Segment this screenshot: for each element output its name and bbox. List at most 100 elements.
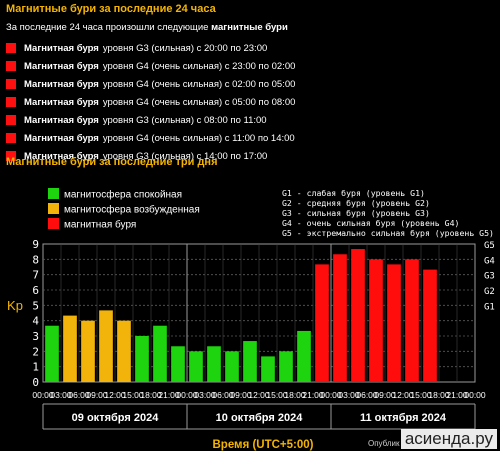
storm-label: Магнитная буря — [24, 132, 99, 144]
day-label: 11 октября 2024 — [360, 412, 447, 424]
kp-bar — [189, 351, 203, 382]
storm-marker-icon — [6, 115, 16, 125]
storm-item: Магнитная буря уровня G3 (сильная) с 14:0… — [6, 147, 295, 165]
kp-bar — [99, 310, 113, 382]
kp-bar — [225, 351, 239, 382]
x-tick-label: 21:00 — [446, 390, 468, 400]
kp-bar — [261, 356, 275, 382]
storm-item: Магнитная буря уровня G3 (сильная) с 08:0… — [6, 111, 295, 129]
storm-marker-icon — [6, 43, 16, 53]
three-day-title: Магнитные бури за последние три дня — [6, 156, 218, 168]
published-label: Опублик — [368, 439, 400, 448]
x-tick-label: 03:00 — [338, 390, 360, 400]
g-legend-item: G5 - экстремально сильная буря (уровень … — [282, 228, 494, 238]
x-tick-label: 03:00 — [50, 390, 72, 400]
g-tick-label: G5 — [484, 241, 495, 251]
y-tick-label: 1 — [32, 361, 39, 374]
kp-bar — [315, 264, 329, 382]
x-tick-label: 00:00 — [176, 390, 198, 400]
kp-bar — [135, 336, 149, 382]
legend-swatch — [48, 188, 59, 199]
kp-bar — [117, 320, 131, 382]
x-tick-label: 00:00 — [32, 390, 54, 400]
x-tick-label: 06:00 — [212, 390, 234, 400]
x-tick-label: 18:00 — [140, 390, 162, 400]
storm-list: Магнитная буря уровня G3 (сильная) с 20:0… — [6, 39, 295, 165]
x-tick-label: 18:00 — [284, 390, 306, 400]
storm-marker-icon — [6, 151, 16, 161]
g-legend-item: G4 - очень сильная буря (уровень G4) — [282, 218, 459, 228]
x-tick-label: 15:00 — [122, 390, 144, 400]
storm-item: Магнитная буря уровня G3 (сильная) с 20:0… — [6, 39, 295, 57]
storm-marker-icon — [6, 97, 16, 107]
storm-text: уровня G3 (сильная) с 14:00 по 17:00 — [102, 150, 268, 162]
g-tick-label: G3 — [484, 272, 495, 282]
storm-text: уровня G3 (сильная) с 20:00 по 23:00 — [102, 42, 268, 54]
kp-bar — [351, 249, 365, 382]
x-tick-label: 00:00 — [464, 390, 486, 400]
legend-swatch — [48, 203, 59, 214]
kp-bar — [81, 320, 95, 382]
storm-label: Магнитная буря — [24, 42, 99, 54]
x-tick-label: 03:00 — [194, 390, 216, 400]
y-tick-label: 2 — [32, 345, 39, 358]
watermark-logo: асиенда.ру — [400, 429, 497, 449]
storm-item: Магнитная буря уровня G4 (очень сильная) … — [6, 57, 295, 75]
y-axis-label: Kp — [7, 298, 23, 313]
x-tick-label: 12:00 — [104, 390, 126, 400]
x-tick-label: 12:00 — [248, 390, 270, 400]
y-tick-label: 7 — [32, 269, 39, 282]
legend-label: магнитосфера возбужденная — [64, 204, 200, 216]
y-tick-label: 9 — [32, 238, 39, 251]
kp-bar — [45, 325, 59, 382]
storm-text: уровня G4 (очень сильная) с 05:00 по 08:… — [102, 96, 296, 108]
storm-item: Магнитная буря уровня G4 (очень сильная) … — [6, 93, 295, 111]
kp-bar — [171, 346, 185, 382]
kp-bar — [279, 351, 293, 382]
storm-marker-icon — [6, 61, 16, 71]
x-tick-label: 09:00 — [86, 390, 108, 400]
g-tick-label: G1 — [484, 302, 495, 312]
x-tick-label: 09:00 — [230, 390, 252, 400]
x-tick-label: 15:00 — [266, 390, 288, 400]
storm-text: уровня G3 (сильная) с 08:00 по 11:00 — [102, 114, 267, 126]
kp-bar — [369, 259, 383, 382]
kp-bar — [423, 269, 437, 382]
storm-marker-icon — [6, 79, 16, 89]
kp-bar — [63, 315, 77, 382]
kp-bar — [333, 254, 347, 382]
x-tick-label: 06:00 — [356, 390, 378, 400]
storm-label: Магнитная буря — [24, 114, 99, 126]
storm-label: Магнитная буря — [24, 150, 99, 162]
kp-bar — [243, 341, 257, 382]
subtitle-prefix: За последние 24 часа произошли следующие — [6, 22, 209, 33]
y-tick-label: 0 — [32, 376, 39, 389]
x-tick-label: 00:00 — [320, 390, 342, 400]
x-tick-label: 12:00 — [392, 390, 414, 400]
storm-item: Магнитная буря уровня G4 (очень сильная) … — [6, 129, 295, 147]
x-tick-label: 15:00 — [410, 390, 432, 400]
kp-bar — [387, 264, 401, 382]
legend-label: магнитосфера спокойная — [64, 189, 182, 201]
y-tick-label: 4 — [32, 315, 39, 328]
g-legend-item: G3 - сильная буря (уровень G3) — [282, 208, 430, 218]
storm-text: уровня G4 (очень сильная) с 02:00 по 05:… — [102, 78, 296, 90]
storms-subtitle: За последние 24 часа произошли следующие… — [6, 22, 288, 33]
y-tick-label: 5 — [32, 299, 39, 312]
x-axis-label: Время (UTC+5:00) — [212, 439, 313, 451]
x-tick-label: 06:00 — [68, 390, 90, 400]
x-tick-label: 21:00 — [158, 390, 180, 400]
y-tick-label: 3 — [32, 330, 39, 343]
g-legend-item: G2 - средняя буря (уровень G2) — [282, 198, 430, 208]
x-tick-label: 09:00 — [374, 390, 396, 400]
y-tick-label: 8 — [32, 253, 39, 266]
kp-bar — [405, 259, 419, 382]
page-title: Магнитные бури за последние 24 часа — [6, 3, 216, 15]
kp-bar — [207, 346, 221, 382]
x-tick-label: 18:00 — [428, 390, 450, 400]
storm-marker-icon — [6, 133, 16, 143]
x-tick-label: 21:00 — [302, 390, 324, 400]
kp-bar — [297, 330, 311, 382]
g-tick-label: G2 — [484, 287, 495, 297]
subtitle-bold: магнитные бури — [211, 22, 288, 33]
